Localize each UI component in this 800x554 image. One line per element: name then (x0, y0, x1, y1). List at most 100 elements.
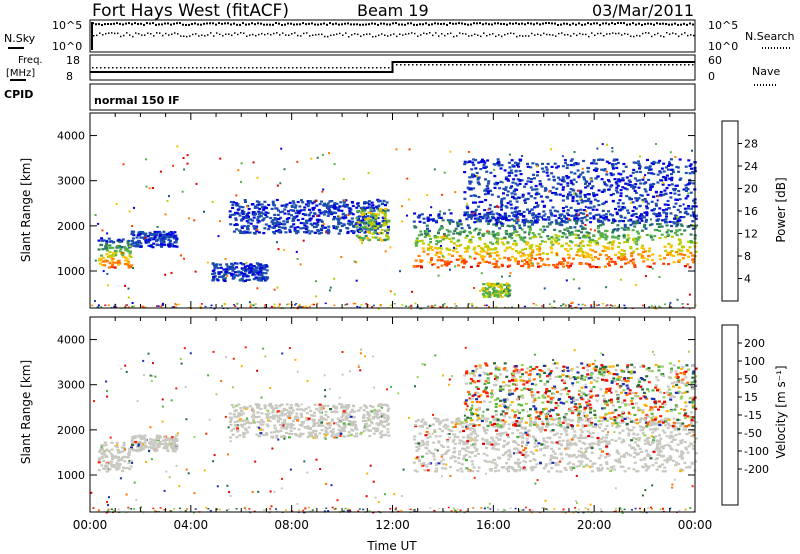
noise-search-point (123, 34, 125, 37)
power-cell (277, 209, 280, 212)
power-cell (483, 209, 487, 212)
power-cell (619, 192, 623, 195)
power-cell (414, 244, 418, 247)
noise-sky-point (455, 22, 457, 25)
power-cell (163, 243, 166, 246)
noise-sky-point (479, 22, 481, 25)
power-cell (492, 223, 496, 226)
power-cell (228, 216, 232, 219)
noise-sky-point (200, 23, 202, 26)
power-cell (631, 258, 635, 261)
power-cell (240, 271, 244, 274)
power-cell (134, 244, 138, 247)
power-scatter (486, 230, 489, 233)
nsky-label: N.Sky (4, 32, 36, 45)
power-cell (377, 222, 381, 225)
power-cell (356, 228, 360, 231)
power-cell (306, 229, 310, 232)
power-cell (546, 235, 550, 238)
power-cell (663, 203, 667, 206)
velocity-cell (308, 433, 312, 436)
velocity-cell (233, 410, 237, 413)
power-cell (551, 237, 555, 240)
nave-point (376, 67, 378, 69)
power-cell (374, 214, 377, 218)
power-cell (487, 190, 491, 193)
power-cell (427, 243, 431, 246)
power-cell (512, 243, 516, 246)
power-cell (611, 241, 615, 244)
power-cell (494, 218, 498, 221)
power-cell (311, 215, 315, 218)
power-cell (264, 213, 268, 217)
noise-search-point (246, 35, 248, 37)
power-cell (160, 242, 163, 245)
power-near-range (107, 304, 110, 306)
power-cell (547, 218, 551, 221)
power-cell (249, 263, 253, 266)
power-scatter (193, 219, 196, 222)
power-cell (312, 226, 316, 229)
power-near-range (623, 304, 626, 307)
power-cell (232, 267, 236, 270)
power-cell (348, 209, 352, 212)
power-cell (512, 178, 516, 181)
power-cell (506, 190, 510, 193)
power-cell (236, 208, 240, 211)
power-cell (625, 195, 629, 198)
power-cell (563, 220, 567, 223)
power-scatter (296, 258, 299, 260)
power-cell (534, 214, 538, 217)
power-cell (533, 197, 537, 200)
noise-sky-point (275, 22, 277, 24)
nave-point (548, 64, 550, 66)
velocity-cell (300, 424, 304, 427)
power-cell (586, 166, 590, 169)
power-scatter (176, 145, 179, 148)
power-cell (510, 192, 514, 195)
power-cell (553, 264, 557, 267)
velocity-cell (344, 412, 348, 415)
power-cell (416, 215, 420, 218)
noise-sky-point (401, 23, 403, 26)
power-cell (435, 247, 439, 250)
velocity-cell (256, 411, 260, 414)
noise-search-point (336, 33, 338, 35)
power-cell (513, 239, 517, 243)
noise-search-point (381, 33, 383, 35)
power-scatter (133, 206, 135, 209)
power-cell (491, 213, 495, 216)
power-cell (614, 181, 618, 184)
power-cell (498, 257, 502, 260)
power-cell (570, 262, 574, 265)
noise-sky-point (473, 22, 475, 25)
noise-search-point (258, 33, 260, 36)
power-cell (547, 237, 551, 241)
power-cell (515, 200, 519, 203)
power-cell (627, 211, 631, 215)
noise-search-point (405, 33, 407, 35)
power-cell (459, 243, 463, 247)
power-cell (329, 211, 333, 214)
power-cell (242, 211, 246, 214)
power-cell (254, 206, 258, 209)
power-scatter (508, 153, 511, 156)
velocity-cell (235, 430, 239, 433)
power-cell (128, 250, 132, 253)
power-cell (625, 176, 629, 179)
power-cell (482, 295, 486, 298)
power-cell (252, 265, 256, 268)
power-near-range (393, 302, 396, 305)
power-cell (314, 225, 318, 228)
noise-search-point (591, 32, 593, 34)
noise-search-point (306, 32, 308, 34)
power-cell (620, 249, 624, 252)
noise-sky-point (617, 22, 619, 24)
power-cell (485, 219, 489, 223)
noise-sky-point (440, 23, 442, 25)
power-scatter (393, 293, 396, 296)
power-cell (467, 160, 471, 163)
power-cell (419, 230, 423, 233)
power-cell (152, 238, 155, 241)
power-cell (263, 200, 267, 203)
